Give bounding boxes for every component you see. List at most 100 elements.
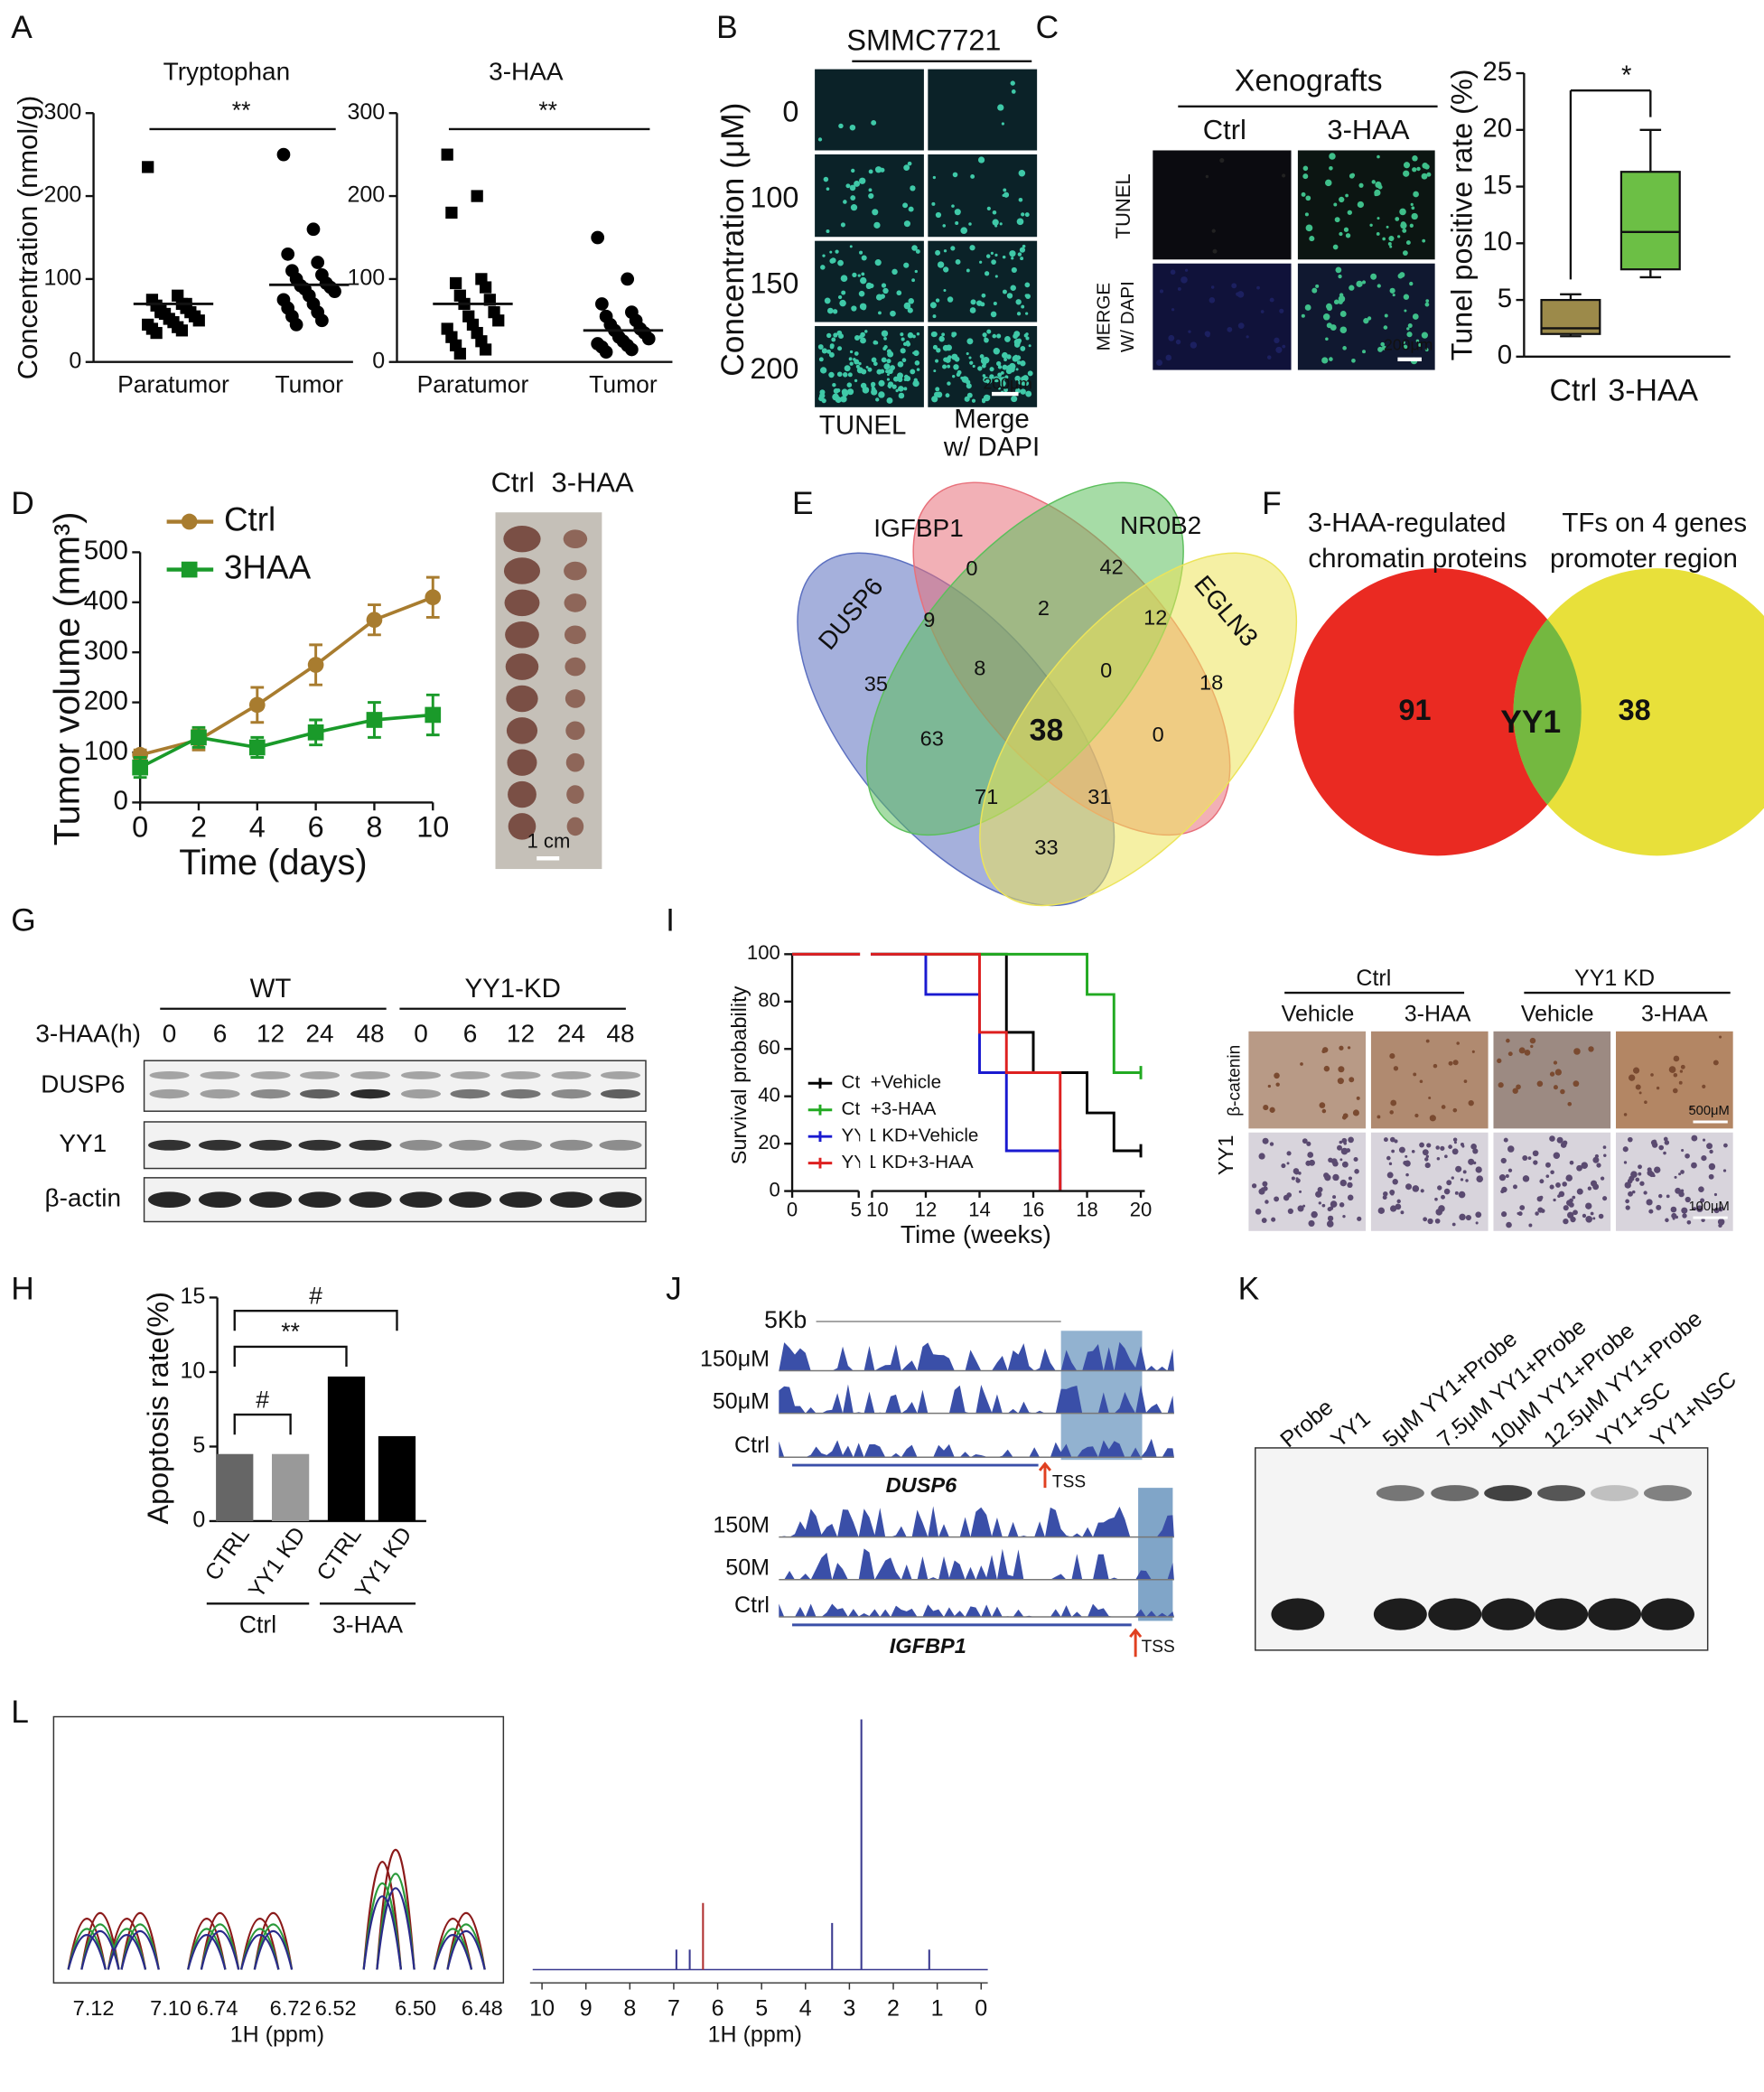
cell <box>1020 346 1026 351</box>
data-point <box>366 612 383 629</box>
cell <box>1451 1222 1456 1227</box>
scale-label: 5Kb <box>764 1306 807 1333</box>
group-label: Ctrl <box>1356 966 1391 991</box>
data-point <box>591 230 605 245</box>
coverage-track <box>779 1341 1174 1371</box>
cell <box>1638 1091 1642 1095</box>
cell <box>1475 1166 1482 1173</box>
cell <box>1002 193 1005 197</box>
y-tick-label: 0 <box>372 348 385 373</box>
cell <box>985 254 991 258</box>
cell <box>932 175 937 180</box>
spectrum-frame <box>52 1715 505 1984</box>
cell <box>1403 344 1408 350</box>
cell <box>976 300 983 306</box>
cell <box>1386 225 1389 229</box>
cell <box>880 294 885 299</box>
cell <box>1377 217 1380 220</box>
cell <box>1458 1191 1466 1199</box>
cell <box>1337 1144 1342 1151</box>
band <box>400 1088 442 1099</box>
cell <box>1681 1148 1685 1153</box>
cell <box>1563 1205 1569 1211</box>
cell <box>997 372 1003 378</box>
series-line <box>139 713 434 770</box>
cell <box>935 211 942 219</box>
cell <box>1267 1084 1272 1088</box>
cell <box>1258 1153 1265 1160</box>
cell <box>942 364 947 369</box>
band <box>500 1088 541 1099</box>
count: 38 <box>1619 694 1651 726</box>
cell <box>1374 192 1378 197</box>
band <box>399 1139 443 1151</box>
cell <box>1302 165 1309 172</box>
cell <box>835 249 839 254</box>
cell <box>1651 1142 1658 1148</box>
cell <box>1002 289 1007 294</box>
data-point <box>150 326 163 340</box>
cell <box>874 259 882 266</box>
cell <box>1295 1178 1301 1183</box>
tumor <box>564 593 587 612</box>
cell <box>1350 173 1356 178</box>
row-label: 200 <box>750 352 798 385</box>
cell <box>1016 218 1024 226</box>
micrograph <box>1153 263 1292 370</box>
y-tick-label: 0 <box>113 786 127 816</box>
cell <box>1602 1196 1608 1201</box>
band <box>149 1070 190 1079</box>
cell <box>1671 1212 1677 1219</box>
cell <box>871 388 878 396</box>
band <box>248 1191 293 1209</box>
cell <box>1011 257 1014 260</box>
cell <box>1434 1218 1441 1224</box>
cell <box>1463 1079 1468 1083</box>
cell <box>969 307 976 313</box>
cell <box>887 369 893 375</box>
region-count: 0 <box>966 556 977 580</box>
band <box>1376 1485 1424 1501</box>
cell <box>1302 173 1309 180</box>
cell <box>1016 312 1022 316</box>
cell <box>1718 1206 1723 1212</box>
cell <box>1377 284 1381 288</box>
cell <box>1019 381 1022 385</box>
cell <box>1018 197 1023 202</box>
cell <box>1441 1194 1445 1200</box>
cell <box>1632 1067 1640 1074</box>
cell <box>1332 1161 1339 1167</box>
legend-label: YY1 KD+Vehicle <box>842 1125 979 1146</box>
x-tick-label: 8 <box>366 810 382 843</box>
cell <box>992 333 997 339</box>
cell <box>1231 283 1237 289</box>
cell <box>1567 1101 1573 1107</box>
cell <box>1701 1154 1707 1162</box>
cell <box>861 369 867 375</box>
cell <box>1003 388 1008 393</box>
cell <box>1384 313 1388 318</box>
cell <box>1678 1172 1682 1176</box>
panel-letter: E <box>792 486 814 521</box>
band <box>248 1139 293 1151</box>
cell <box>1377 346 1384 352</box>
cell <box>938 335 944 341</box>
band <box>599 1191 642 1209</box>
cell <box>953 364 959 370</box>
cell <box>1322 313 1330 321</box>
cell <box>1287 1208 1293 1215</box>
cell <box>1623 1113 1628 1116</box>
cell <box>942 344 949 351</box>
cell <box>1177 286 1181 291</box>
time-label: 48 <box>356 1020 384 1048</box>
track-label: Ctrl <box>734 1592 770 1618</box>
cell <box>1689 1106 1694 1111</box>
cell <box>820 367 827 374</box>
x-tick-label: 6.50 <box>395 1996 436 2020</box>
cell <box>886 349 891 354</box>
cell <box>826 229 830 234</box>
micrograph <box>815 69 924 151</box>
cell <box>1560 1088 1565 1095</box>
cell <box>1339 1179 1347 1187</box>
cell <box>858 361 862 366</box>
